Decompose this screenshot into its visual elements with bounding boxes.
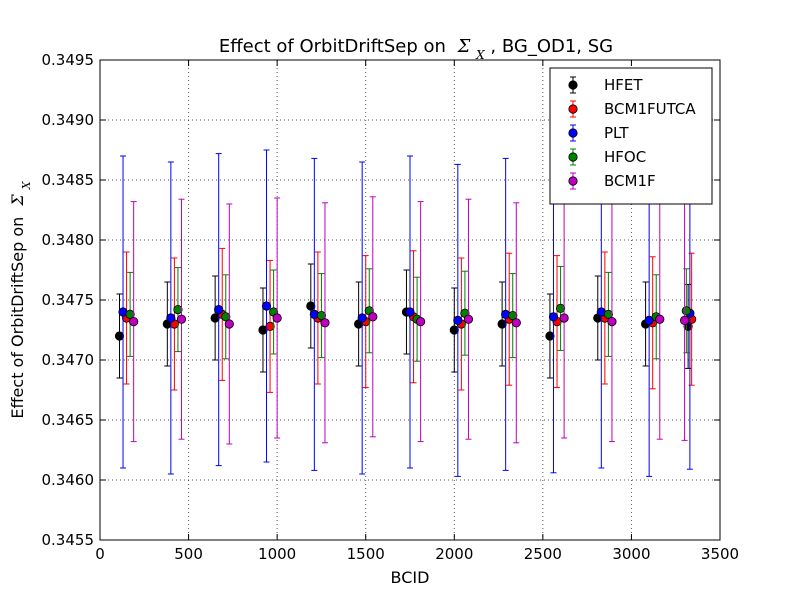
plt-point-9	[548, 312, 559, 322]
hfoc-point-4	[316, 310, 327, 321]
bcm1f-point-10	[607, 316, 617, 327]
chart-title-prefix: Effect of OrbitDriftSep on	[219, 36, 446, 57]
hfoc-point-2	[221, 312, 231, 322]
series-hfet	[114, 263, 693, 379]
bcm1f-point-12	[679, 315, 690, 325]
hfet-point-3	[258, 325, 268, 335]
bcm1f-point-0	[129, 316, 139, 327]
legend-marker-1	[568, 104, 578, 114]
plt-point-6	[405, 307, 415, 317]
y-tick-label-4: 0.3475	[42, 291, 95, 309]
series-plt	[118, 149, 695, 477]
bcm1f-point-2	[224, 319, 234, 329]
legend-label-0: HFET	[604, 76, 643, 94]
plt-point-7	[453, 315, 463, 325]
y-tick-label-2: 0.3465	[42, 411, 95, 429]
y-tick-label-3: 0.3470	[42, 351, 95, 369]
plt-point-3	[261, 301, 272, 311]
hfoc-point-0	[125, 309, 135, 319]
chart-title-symbol: Σ	[457, 36, 471, 57]
hfoc-point-10	[603, 309, 614, 319]
bcm1f-point-5	[368, 312, 378, 322]
legend-label-4: BCM1F	[604, 172, 656, 190]
series-bcm1f	[129, 196, 690, 445]
bcm1f-point-1	[176, 314, 187, 324]
bcm1f-point-9	[559, 313, 569, 323]
y-tick-label-7: 0.3490	[42, 111, 95, 129]
x-tick-label-2: 1000	[258, 545, 296, 563]
legend-marker-3	[568, 152, 578, 162]
y-tick-label-6: 0.3485	[42, 171, 95, 189]
hfet-point-9	[545, 331, 555, 341]
chart-title-subscript: X	[475, 48, 485, 62]
chart-title: Effect of OrbitDriftSep on Σ X , BG_OD1,…	[219, 36, 613, 62]
y-axis-label-group: Effect of OrbitDriftSep on Σ X	[8, 180, 33, 418]
x-tick-label-1: 500	[174, 545, 203, 563]
x-tick-label-5: 2500	[524, 545, 562, 563]
hfet-point-7	[449, 325, 459, 335]
plt-point-11	[644, 315, 654, 325]
y-tick-label-5: 0.3480	[42, 231, 95, 249]
legend-marker-0	[568, 80, 578, 90]
x-tick-label-4: 2000	[435, 545, 473, 563]
hfet-point-8	[497, 319, 507, 329]
hfet-point-2	[210, 313, 220, 323]
y-axis-label: Effect of OrbitDriftSep on Σ X	[8, 180, 33, 418]
plt-point-5	[357, 313, 367, 323]
hfoc-point-9	[555, 303, 566, 313]
axis-layer: 0 500 1000 1500 2000 2500 3000 3500 0.3455 0.3460…	[42, 51, 740, 563]
bcm1f-point-6	[416, 316, 426, 327]
hfoc-point-12	[681, 306, 691, 316]
bcm1f-point-7	[463, 314, 474, 324]
y-axis-label-symbol: Σ	[8, 194, 27, 207]
legend-marker-2	[568, 128, 578, 138]
legend-label-1: BCM1FUTCA	[604, 100, 696, 118]
legend-label-3: HFOC	[604, 148, 646, 166]
y-tick-label-8: 0.3495	[42, 51, 95, 69]
hfet-point-4	[306, 301, 316, 311]
bcm1f-point-3	[272, 313, 282, 323]
hfoc-point-8	[508, 310, 518, 321]
plt-point-1	[166, 313, 176, 323]
y-tick-label-1: 0.3460	[42, 471, 95, 489]
bcm1f-point-11	[655, 314, 665, 324]
x-tick-label-7: 3500	[701, 545, 739, 563]
legend-marker-4	[568, 176, 578, 186]
bcm1f-point-8	[511, 318, 521, 328]
hfet-point-0	[114, 331, 125, 341]
series-layer	[114, 149, 697, 477]
y-tick-label-0: 0.3455	[42, 531, 95, 549]
y-axis-label-subscript: X	[20, 180, 33, 190]
legend-label-2: PLT	[604, 124, 629, 142]
x-axis-label: BCID	[391, 568, 430, 587]
plt-point-2	[214, 304, 224, 315]
bcm1futca-point-3	[265, 321, 275, 331]
x-tick-label-0: 0	[95, 545, 105, 563]
bcm1f-point-4	[320, 318, 330, 328]
x-tick-label-3: 1500	[347, 545, 385, 563]
hfoc-point-1	[173, 304, 183, 315]
x-tick-label-6: 3000	[612, 545, 650, 563]
y-axis-label-prefix: Effect of OrbitDriftSep on	[8, 217, 27, 419]
chart-title-suffix: , BG_OD1, SG	[490, 36, 613, 57]
legend: HFET BCM1FUTCA PLT HFOC BCM1F	[549, 67, 713, 205]
